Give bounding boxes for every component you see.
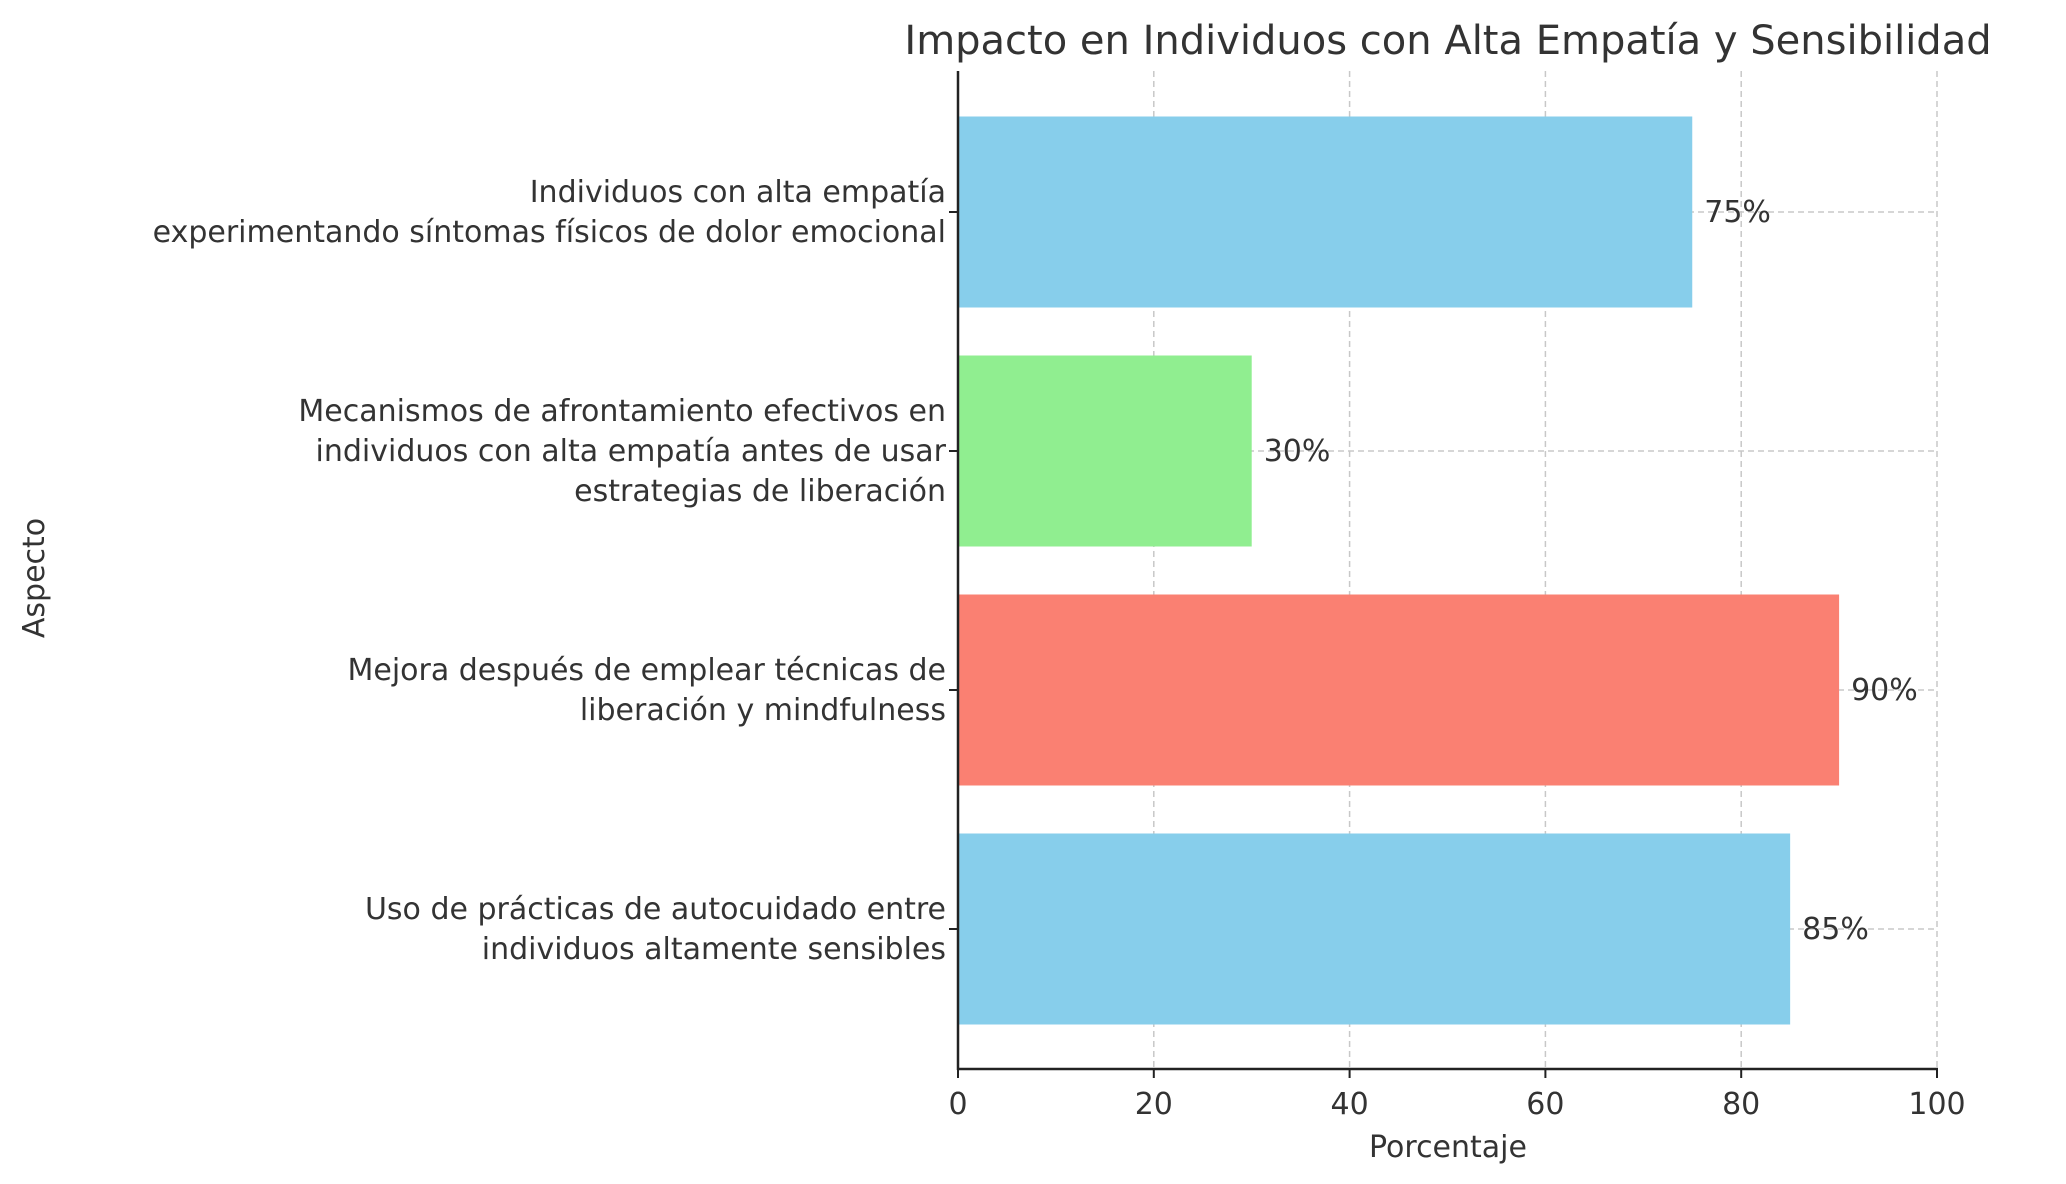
chart-title: Impacto en Individuos con Alta Empatía y…: [904, 18, 1991, 64]
data-label: 90%: [1851, 673, 1918, 708]
x-tick-label: 40: [1331, 1087, 1369, 1122]
data-label: 30%: [1264, 434, 1331, 469]
x-tick-label: 0: [948, 1087, 967, 1122]
x-tick-labels: 0 20 40 60 80 100: [948, 1069, 1966, 1122]
bars: 85% 90% 30% 75%: [958, 116, 1918, 1025]
x-tick-label: 100: [1908, 1087, 1965, 1122]
bar: [958, 594, 1840, 786]
x-tick-label: 80: [1722, 1087, 1760, 1122]
y-axis-label: Aspecto: [17, 518, 52, 638]
data-label: 85%: [1802, 912, 1869, 947]
x-tick-label: 20: [1135, 1087, 1173, 1122]
y-tick-label: estrategias de liberación: [574, 474, 946, 509]
y-tick-label: Mecanismos de afrontamiento efectivos en: [298, 394, 946, 429]
bar: [958, 116, 1693, 308]
y-tick-labels: Uso de prácticas de autocuidado entre ind…: [153, 175, 958, 967]
data-label: 75%: [1704, 195, 1771, 230]
bar: [958, 355, 1252, 547]
y-tick-label: liberación y mindfulness: [580, 693, 946, 728]
y-tick-label: experimentando síntomas físicos de dolor…: [153, 215, 946, 250]
x-axis-label: Porcentaje: [1369, 1130, 1527, 1165]
x-tick-label: 60: [1526, 1087, 1564, 1122]
y-tick-label: Individuos con alta empatía: [530, 175, 946, 210]
y-tick-label: Mejora después de emplear técnicas de: [347, 653, 946, 688]
y-tick-label: individuos altamente sensibles: [482, 932, 946, 967]
y-tick-label: individuos con alta empatía antes de usa…: [316, 434, 947, 469]
y-tick-label: Uso de prácticas de autocuidado entre: [365, 892, 946, 927]
bar: [958, 833, 1791, 1025]
